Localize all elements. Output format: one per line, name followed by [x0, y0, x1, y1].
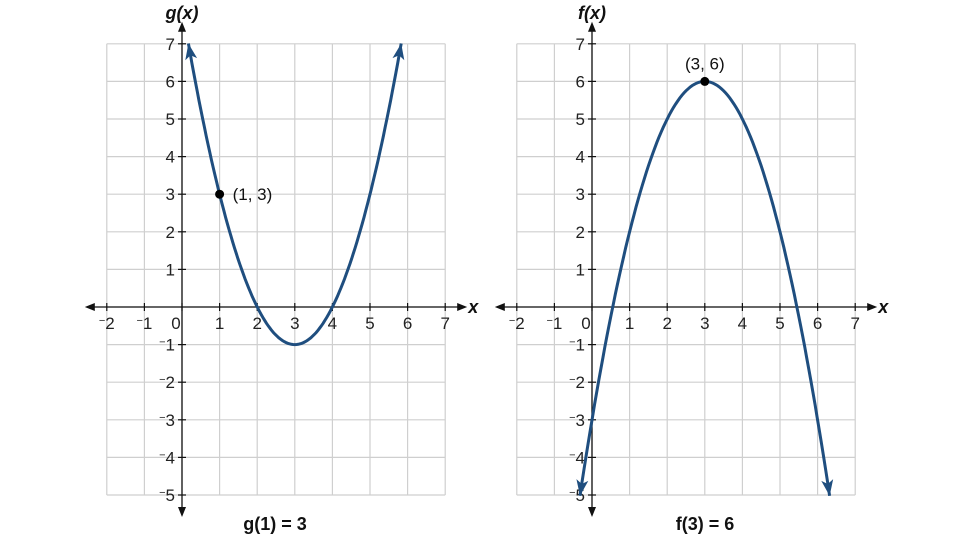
x-tick-label: 7: [440, 314, 449, 333]
y-tick-label: 3: [576, 185, 585, 204]
y-tick-label: 7: [166, 35, 175, 54]
y-tick-label: 3: [166, 185, 175, 204]
tick-number: 1: [553, 314, 562, 333]
x-axis-arrow-left-icon: [494, 303, 505, 311]
y-tick-label: −2: [569, 373, 585, 392]
x-axis-arrow-right-icon: [457, 303, 468, 311]
curve-arrow-icon: [185, 43, 198, 61]
y-tick-label: 7: [576, 35, 585, 54]
x-axis-arrow-right-icon: [867, 303, 878, 311]
y-tick-label: −2: [159, 373, 175, 392]
y-tick-label: −4: [159, 448, 175, 467]
x-tick-label: 1: [215, 314, 224, 333]
y-axis-arrow-down-icon: [588, 507, 596, 517]
x-tick-label: 3: [700, 314, 709, 333]
x-tick-label: −1: [546, 314, 562, 333]
y-tick-label: −1: [159, 336, 175, 355]
x-axis-arrow-left-icon: [84, 303, 95, 311]
tick-number: 3: [166, 411, 175, 430]
y-tick-label: 2: [166, 223, 175, 242]
x-tick-label: −2: [99, 314, 115, 333]
minus-sign: −: [509, 315, 515, 327]
curve-arrow-icon: [821, 479, 834, 496]
tick-number: 1: [166, 336, 175, 355]
tick-number: 1: [576, 336, 585, 355]
x-tick-label: 2: [252, 314, 261, 333]
x-tick-label: 6: [813, 314, 822, 333]
y-tick-label: 2: [576, 223, 585, 242]
y-tick-label: −4: [569, 448, 585, 467]
minus-sign: −: [569, 374, 575, 386]
chart-caption: g(1) = 3: [243, 514, 307, 534]
minus-sign: −: [136, 315, 142, 327]
point-label: (1, 3): [233, 185, 273, 204]
x-tick-label: 0: [171, 314, 180, 333]
y-tick-label: −5: [159, 486, 175, 505]
y-tick-label: 5: [166, 110, 175, 129]
tick-number: 2: [166, 373, 175, 392]
y-axis-title: f(x): [578, 3, 606, 23]
tick-number: 4: [166, 448, 175, 467]
y-tick-label: −3: [569, 411, 585, 430]
minus-sign: −: [159, 487, 165, 499]
minus-sign: −: [159, 337, 165, 349]
minus-sign: −: [546, 315, 552, 327]
x-tick-label: 3: [290, 314, 299, 333]
y-axis-title: g(x): [165, 3, 199, 23]
tick-number: 4: [576, 448, 585, 467]
x-tick-label: 6: [403, 314, 412, 333]
point-label: (3, 6): [685, 54, 725, 73]
y-axis-arrow-up-icon: [588, 21, 596, 32]
curve: [186, 43, 403, 347]
y-tick-label: 4: [576, 148, 585, 167]
tick-number: 2: [105, 314, 114, 333]
y-tick-label: 4: [166, 148, 175, 167]
tick-number: 3: [576, 411, 585, 430]
minus-sign: −: [159, 412, 165, 424]
tick-number: 1: [143, 314, 152, 333]
y-tick-label: 1: [576, 260, 585, 279]
x-tick-label: −1: [136, 314, 152, 333]
curve-arrow-icon: [392, 43, 405, 61]
minus-sign: −: [569, 337, 575, 349]
y-axis-arrow-up-icon: [178, 21, 186, 32]
y-tick-label: 1: [166, 260, 175, 279]
x-tick-label: 5: [365, 314, 374, 333]
chart-caption: f(3) = 6: [676, 514, 735, 534]
x-tick-label: 7: [850, 314, 859, 333]
annotated-point: [700, 76, 710, 86]
x-tick-label: 0: [581, 314, 590, 333]
x-tick-label: 4: [328, 314, 337, 333]
x-tick-label: 2: [662, 314, 671, 333]
x-tick-label: 5: [775, 314, 784, 333]
y-tick-label: −3: [159, 411, 175, 430]
minus-sign: −: [159, 449, 165, 461]
tick-number: 2: [515, 314, 524, 333]
tick-number: 5: [166, 486, 175, 505]
y-tick-label: 5: [576, 110, 585, 129]
x-axis-title: x: [467, 297, 479, 317]
x-tick-label: 4: [738, 314, 747, 333]
y-tick-label: −1: [569, 336, 585, 355]
x-tick-label: −2: [509, 314, 525, 333]
minus-sign: −: [99, 315, 105, 327]
y-tick-label: 6: [576, 72, 585, 91]
x-axis-title: x: [877, 297, 889, 317]
y-axis-arrow-down-icon: [178, 507, 186, 517]
curve-arrow-icon: [576, 479, 589, 496]
annotated-point: [215, 189, 225, 199]
minus-sign: −: [569, 449, 575, 461]
tick-number: 2: [576, 373, 585, 392]
x-tick-label: 1: [625, 314, 634, 333]
minus-sign: −: [159, 374, 165, 386]
minus-sign: −: [569, 412, 575, 424]
minus-sign: −: [569, 487, 575, 499]
y-tick-label: 6: [166, 72, 175, 91]
